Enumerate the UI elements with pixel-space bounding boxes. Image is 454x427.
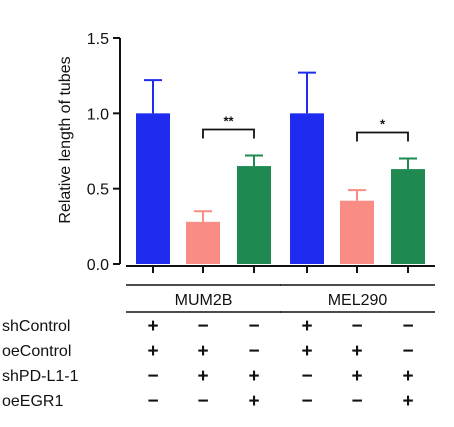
bar [136,113,170,264]
significance-label: * [380,117,386,132]
group-labels: MUM2B MEL290 [126,284,435,313]
condition-sign: − [147,366,158,387]
condition-sign: − [197,391,208,412]
condition-sign: + [147,316,158,337]
condition-sign: + [402,366,413,387]
bars-layer: ** * [136,71,425,264]
condition-label: shControl [2,318,70,335]
condition-sign: − [402,316,413,337]
condition-sign: + [402,391,413,412]
bar [391,169,425,264]
y-tick-label: 1.0 [87,106,109,123]
significance-bracket [356,131,409,142]
y-tick-label: 1.5 [87,31,109,48]
condition-sign: − [248,341,259,362]
y-tick-label: 0.5 [87,182,109,199]
condition-sign: − [248,316,259,337]
bar [340,200,374,264]
condition-sign: − [351,391,362,412]
condition-sign: − [301,391,312,412]
condition-sign: + [197,341,208,362]
condition-sign: + [351,366,362,387]
group-label: MUM2B [175,292,233,309]
condition-table: shControl + − − + − − oeControl + + − + + − shPD-L1-1 −… [2,316,414,412]
condition-sign: + [351,341,362,362]
condition-sign: + [147,341,158,362]
condition-sign: + [197,366,208,387]
condition-sign: − [402,341,413,362]
condition-sign: + [248,391,259,412]
condition-label: shPD-L1-1 [2,368,79,385]
bar [186,221,220,264]
condition-sign: − [301,366,312,387]
y-tick-label: 0.0 [87,257,109,274]
condition-sign: + [301,316,312,337]
condition-label: oeEGR1 [2,393,63,410]
y-axis-label: Relative length of tubes [57,56,74,223]
y-axis: 0.0 0.5 1.0 1.5 [87,31,435,274]
bar [290,113,324,264]
condition-sign: − [197,316,208,337]
condition-sign: + [301,341,312,362]
significance-label: ** [223,114,234,129]
condition-sign: − [351,316,362,337]
condition-sign: + [248,366,259,387]
bar [237,166,271,264]
condition-sign: − [147,391,158,412]
condition-label: oeControl [2,343,71,360]
significance-bracket [202,128,255,139]
group-label: MEL290 [328,292,388,309]
